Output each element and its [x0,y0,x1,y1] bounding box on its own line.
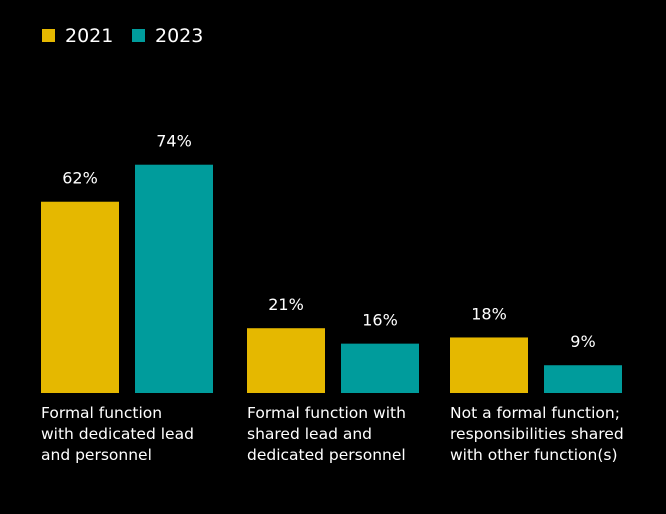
bar-2023-2 [544,365,622,393]
bars [41,164,622,393]
category-label-1-line-1: shared lead and [247,425,372,443]
bar-2021-0 [41,201,119,393]
category-label-1-line-2: dedicated personnel [247,446,406,464]
category-label-1: Formal function with shared lead and dedic… [247,404,406,464]
data-label-2021-2: 18% [471,304,507,323]
legend-label-1: 2023 [155,25,203,47]
category-label-0: Formal function with dedicated lead and pe… [41,404,194,464]
category-label-2-line-0: Not a formal function; [450,404,620,422]
data-label-2023-0: 74% [156,132,192,151]
legend-label-0: 2021 [65,25,113,47]
category-label-1-line-0: Formal function with [247,404,406,422]
legend-swatch-0 [42,29,55,42]
data-labels: 62% 21% 18% 74% 16% 9% [62,132,595,352]
category-label-0-line-0: Formal function [41,404,162,422]
bar-2023-1 [341,343,419,393]
data-label-2023-2: 9% [570,332,595,351]
data-label-2023-1: 16% [362,311,398,330]
legend-swatch-1 [132,29,145,42]
bar-2021-2 [450,337,528,393]
bar-2023-0 [135,164,213,393]
data-label-2021-1: 21% [268,295,304,314]
legend: 2021 2023 [42,25,203,47]
category-labels: Formal function with dedicated lead and pe… [41,404,624,464]
category-label-0-line-2: and personnel [41,446,152,464]
bar-2021-1 [247,328,325,393]
category-label-0-line-1: with dedicated lead [41,425,194,443]
category-label-2: Not a formal function; responsibilities s… [450,404,624,464]
data-label-2021-0: 62% [62,169,98,188]
category-label-2-line-1: responsibilities shared [450,425,624,443]
category-label-2-line-2: with other function(s) [450,446,618,464]
